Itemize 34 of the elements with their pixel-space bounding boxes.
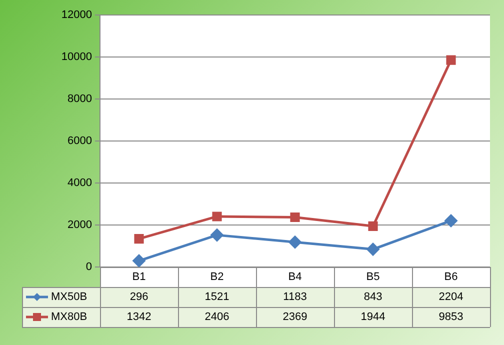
x-tick-label: B6	[444, 271, 458, 284]
legend-label: MX80B	[51, 311, 88, 324]
data-label: 1342	[126, 311, 152, 324]
data-label: 2406	[204, 311, 230, 324]
y-tick-label: 8000	[68, 93, 92, 106]
point	[368, 221, 378, 231]
y-tick-label: 4000	[68, 177, 92, 190]
point	[446, 55, 456, 65]
x-tick-label: B2	[210, 271, 224, 284]
data-label: 1521	[204, 291, 230, 304]
data-label: 843	[364, 291, 382, 304]
y-tick-label: 2000	[68, 219, 92, 232]
point	[288, 236, 302, 248]
x-tick-label: B5	[366, 271, 380, 284]
point	[134, 234, 144, 244]
y-tick-label: 12000	[61, 9, 92, 22]
data-label: 2369	[282, 311, 308, 324]
y-tick-label: 10000	[61, 51, 92, 64]
point	[290, 212, 300, 222]
data-label: 1944	[360, 311, 386, 324]
data-label: 2204	[438, 291, 464, 304]
data-label: 1183	[283, 291, 307, 304]
point	[212, 212, 222, 222]
point	[444, 214, 458, 227]
point	[210, 228, 224, 242]
y-tick-label: 0	[86, 261, 92, 274]
point	[366, 243, 380, 256]
x-tick-label: B4	[288, 271, 302, 284]
data-label: 296	[130, 291, 148, 304]
legend-label: MX50B	[51, 291, 88, 304]
y-tick-label: 6000	[68, 135, 92, 148]
data-label: 9853	[438, 311, 464, 324]
x-tick-label: B1	[132, 271, 146, 284]
point	[132, 254, 146, 267]
